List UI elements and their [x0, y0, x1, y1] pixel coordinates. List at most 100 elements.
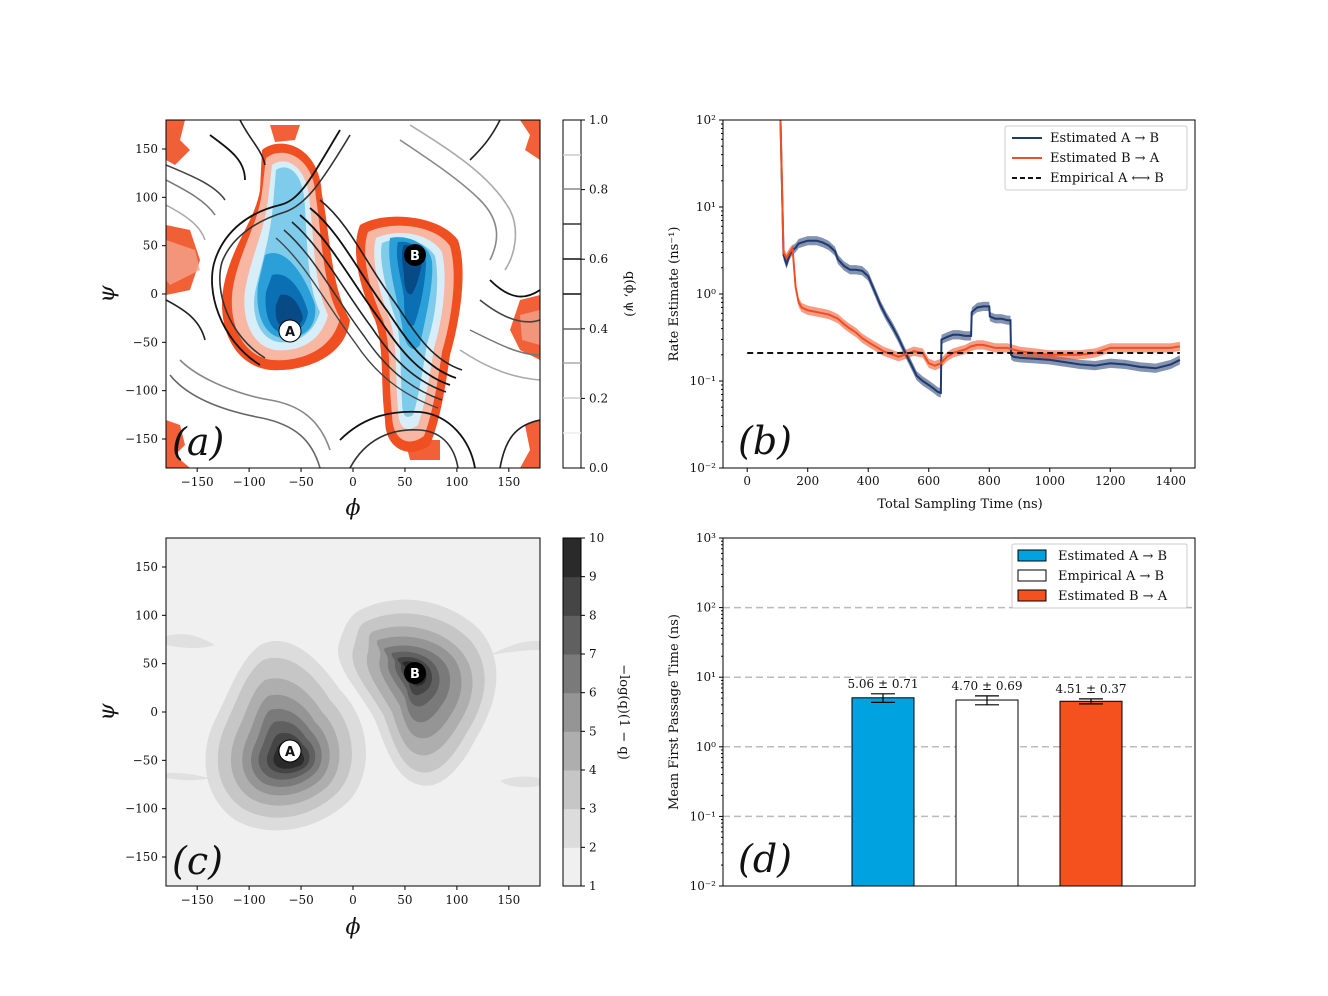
axis-ticks: −150 −150 −100 −100 −50 −50 0 0 50 50 100 100 150 150: [125, 560, 520, 907]
y-tick-label: 10²: [696, 113, 716, 127]
bar-value-label: 5.06 ± 0.71: [847, 677, 918, 691]
colorbar-bands: [563, 538, 581, 887]
y-tick-label: −100: [125, 384, 158, 398]
marker-label: B: [410, 667, 420, 682]
colorbar-label: −log(q)(1 − q): [616, 664, 631, 760]
y-tick-label: −50: [133, 753, 158, 767]
basin-b-marker: B: [404, 244, 426, 266]
colorbar-band: [563, 654, 581, 694]
y-tick-label: 0: [150, 287, 158, 301]
rate-series: [747, 120, 1181, 395]
x-tick-label: 1000: [1034, 474, 1065, 488]
colorbar-band: [563, 731, 581, 771]
x-tick-label: 150: [497, 475, 520, 489]
panel-label: (b): [738, 419, 792, 463]
committor-map: [166, 120, 540, 468]
legend-swatch: [1017, 589, 1047, 602]
y-tick-label: 150: [135, 142, 158, 156]
x-axis-label: Total Sampling Time (ns): [877, 497, 1042, 512]
y-tick-label: 10⁻¹: [690, 374, 716, 388]
colorbar-tick-label: 1.0: [589, 113, 608, 127]
bars: 5.06 ± 0.71 4.70 ± 0.69 4.51 ± 0.37: [847, 677, 1127, 887]
basin-a-marker: A: [278, 739, 302, 763]
x-tick-label: 200: [796, 474, 819, 488]
panel-d: 5.06 ± 0.71 4.70 ± 0.69 4.51 ± 0.37 10⁻² 10…: [667, 531, 1196, 893]
legend-label: Estimated B → A: [1058, 589, 1168, 604]
y-tick-label: 10¹: [696, 200, 716, 214]
colorbar-tick-label: 7: [589, 647, 597, 661]
y-tick-label: 100: [135, 608, 158, 622]
colorbar-label: q(ϕ, ψ): [622, 271, 637, 317]
colorbar-band: [563, 615, 581, 655]
x-tick-label: −50: [288, 893, 313, 907]
colorbar-tick-label: 9: [589, 570, 597, 584]
colorbar-ticks: 0.0 0.2 0.4 0.6 0.8 1.0: [581, 113, 608, 475]
axis-ticks: 0 200 400 600 800 1000 1200 1400 10⁻² 10⁻¹ 10⁰ 10¹ 1…: [690, 113, 1186, 488]
plot-frame: [722, 537, 1196, 887]
x-tick-label: 50: [397, 893, 412, 907]
y-tick-label: 50: [143, 239, 158, 253]
y-tick-label: 10⁰: [696, 287, 716, 301]
x-tick-label: 100: [445, 475, 468, 489]
bar: [851, 697, 915, 887]
colorbar-tick-label: 10: [589, 531, 604, 545]
x-tick-label: −100: [233, 475, 266, 489]
x-tick-label: 1400: [1156, 474, 1187, 488]
colorbar-tick-label: 0.2: [589, 391, 608, 405]
y-tick-label: 10⁻²: [690, 879, 717, 893]
panel-c: A B (c) ϕ ψ −150 −150 −100 −100 −50 −50 0 0 50 50…: [95, 531, 631, 940]
boundary-shading: [166, 240, 540, 345]
marker-label: B: [410, 249, 420, 264]
colorbar-band: [563, 770, 581, 810]
y-tick-label: 0: [150, 705, 158, 719]
x-tick-label: 100: [445, 893, 468, 907]
colorbar-tick-label: 0.0: [589, 461, 608, 475]
colorbar-tick-label: 8: [589, 608, 597, 622]
marker-label: A: [285, 745, 295, 760]
panel-a: A B (a) ϕ ψ −150 −150 −100 −100 −50 −50 0 0 50 50…: [95, 113, 637, 521]
colorbar-tick-label: 0.4: [589, 322, 608, 336]
y-tick-label: 10³: [696, 531, 716, 545]
x-tick-label: 800: [978, 474, 1001, 488]
y-tick-label: 10²: [696, 601, 716, 615]
panel-label: (c): [172, 839, 223, 883]
colorbar-band: [563, 692, 581, 732]
x-tick-label: −150: [181, 893, 214, 907]
contour-lines: [166, 120, 540, 468]
y-tick-label: −150: [125, 432, 158, 446]
x-axis-label: ϕ: [346, 496, 361, 521]
colorbar-levels: [563, 154, 581, 434]
y-tick-label: −150: [125, 850, 158, 864]
y-tick-label: −100: [125, 802, 158, 816]
series-line: [779, 120, 1181, 367]
bar-value-label: 4.51 ± 0.37: [1055, 682, 1126, 696]
y-tick-label: 10⁰: [696, 740, 716, 754]
panel-label: (d): [738, 837, 792, 881]
y-axis-label: Mean First Passage Time (ns): [667, 614, 682, 810]
y-axis-label: ψ: [95, 703, 120, 721]
x-tick-label: −50: [288, 475, 313, 489]
x-tick-label: −150: [181, 475, 214, 489]
x-tick-label: 1200: [1095, 474, 1126, 488]
legend-label: Empirical A ⟷ B: [1050, 171, 1164, 186]
basin-a-region: [222, 143, 350, 371]
series-line: [779, 120, 1181, 395]
colorbar-tick-label: 4: [589, 763, 597, 777]
y-axis-label: ψ: [95, 285, 120, 303]
uncertainty-band: [780, 120, 1180, 398]
x-axis-label: ϕ: [346, 915, 361, 940]
y-tick-label: 150: [135, 560, 158, 574]
colorbar-tick-label: 1: [589, 879, 597, 893]
legend-label: Estimated A → B: [1058, 549, 1167, 564]
legend: Estimated A → B Estimated B → A Empirical …: [1004, 125, 1188, 191]
panel-b: 0 200 400 600 800 1000 1200 1400 10⁻² 10⁻¹ 10⁰ 10¹ 1…: [667, 113, 1196, 512]
colorbar: 1 2 3 4 5 6 7 8 9 10 −log(q)(1 − q): [562, 531, 631, 893]
y-tick-label: −50: [133, 335, 158, 349]
colorbar-tick-label: 6: [589, 686, 597, 700]
x-tick-label: 50: [397, 475, 412, 489]
x-tick-label: −100: [233, 893, 266, 907]
colorbar-tick-label: 0.8: [589, 183, 608, 197]
legend: Estimated A → B Empirical A → B Estimated …: [1011, 543, 1188, 609]
x-tick-label: 0: [349, 893, 357, 907]
